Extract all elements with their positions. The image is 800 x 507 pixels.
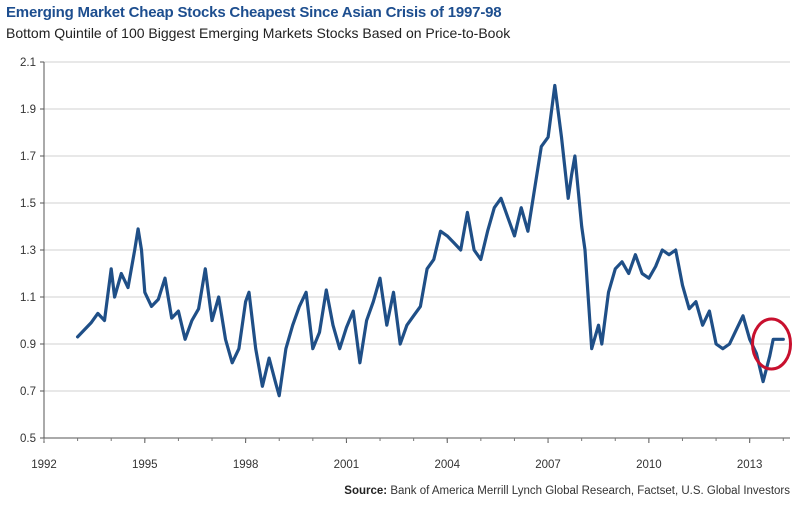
x-tick-label: 1992 — [31, 459, 57, 471]
source-text: Bank of America Merrill Lynch Global Res… — [390, 485, 790, 497]
x-axis-ticks: 1992 1995 1998 2001 2004 2007 2010 2013 — [31, 438, 784, 471]
source-label: Source: — [344, 485, 388, 497]
y-axis-ticks: 0.5 0.7 0.9 1.1 1.3 1.5 1.7 1.9 2.1 — [20, 57, 44, 445]
y-tick-label: 2.1 — [20, 57, 36, 69]
x-tick-label: 2001 — [334, 459, 360, 471]
y-tick-label: 0.7 — [20, 386, 36, 398]
y-tick-label: 1.3 — [20, 245, 36, 257]
y-tick-label: 0.9 — [20, 339, 36, 351]
annotation-group — [751, 317, 793, 371]
source-note: Source: Bank of America Merrill Lynch Gl… — [344, 485, 790, 497]
chart-title: Emerging Market Cheap Stocks Cheapest Si… — [6, 4, 502, 21]
y-tick-label: 0.5 — [20, 433, 36, 445]
grid-lines — [44, 61, 790, 392]
highlight-circle — [751, 317, 793, 371]
x-tick-label: 2013 — [737, 459, 763, 471]
chart-subtitle: Bottom Quintile of 100 Biggest Emerging … — [6, 25, 511, 41]
x-tick-label: 2007 — [535, 459, 561, 471]
series-line — [75, 83, 785, 398]
x-tick-label: 2004 — [434, 459, 460, 471]
x-tick-label: 1998 — [233, 459, 259, 471]
y-tick-label: 1.9 — [20, 104, 36, 116]
y-tick-label: 1.1 — [20, 292, 36, 304]
x-tick-label: 1995 — [132, 459, 158, 471]
y-tick-label: 1.5 — [20, 198, 36, 210]
series-group — [75, 83, 785, 398]
x-tick-label: 2010 — [636, 459, 662, 471]
y-tick-label: 1.7 — [20, 151, 36, 163]
